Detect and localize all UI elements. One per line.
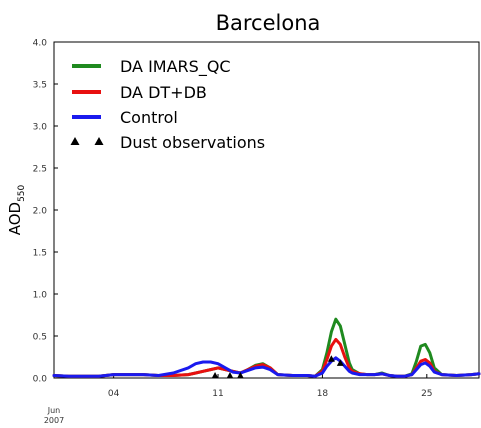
legend-label-da-imars-qc: DA IMARS_QC	[120, 57, 231, 77]
dust-observation-marker	[226, 372, 234, 379]
y-tick-label: 3.5	[33, 81, 47, 91]
y-tick-label: 0.5	[33, 333, 47, 343]
legend-marker-triangle-2	[94, 137, 104, 145]
y-tick-label: 0.0	[33, 375, 48, 385]
svg-text:AOD550: AOD550	[6, 184, 27, 235]
y-tick-label: 1.0	[33, 291, 48, 301]
chart-title: Barcelona	[216, 11, 321, 35]
x-tick-label: 25	[421, 389, 432, 399]
x-start-month: Jun	[47, 406, 61, 415]
y-tick-label: 3.0	[33, 123, 48, 133]
y-axis-label-subscript: 550	[17, 184, 27, 201]
legend: DA IMARS_QC DA DT+DB Control Dust observ…	[70, 57, 265, 152]
x-tick-label: 04	[108, 389, 120, 399]
legend-label-control: Control	[120, 108, 178, 127]
x-start-year: 2007	[44, 416, 64, 425]
y-tick-label: 1.5	[33, 249, 47, 259]
x-tick-label: 11	[212, 389, 223, 399]
dust-observation-marker	[327, 355, 335, 362]
x-start-label: Jun 2007	[44, 406, 64, 425]
dust-observation-markers	[211, 355, 344, 379]
dust-observation-marker	[336, 359, 344, 366]
series-layer	[52, 317, 481, 378]
legend-label-da-dt-db: DA DT+DB	[120, 83, 207, 102]
legend-marker-triangle-1	[70, 137, 80, 145]
x-tick-label: 18	[317, 389, 329, 399]
plot-frame	[53, 41, 480, 379]
y-tick-label: 4.0	[33, 39, 48, 49]
y-axis-label-main: AOD	[6, 202, 24, 235]
series-line-control	[52, 356, 481, 378]
y-axis: 0.0 0.5 1.0 1.5 2.0 2.5 3.0 3.5 4.0	[33, 39, 58, 385]
dust-observation-marker	[236, 372, 244, 379]
dust-observation-marker	[211, 372, 219, 379]
y-tick-label: 2.5	[33, 165, 47, 175]
y-axis-label: AOD550	[6, 184, 27, 235]
legend-label-dust-observations: Dust observations	[120, 133, 265, 152]
y-tick-label: 2.0	[33, 207, 48, 217]
